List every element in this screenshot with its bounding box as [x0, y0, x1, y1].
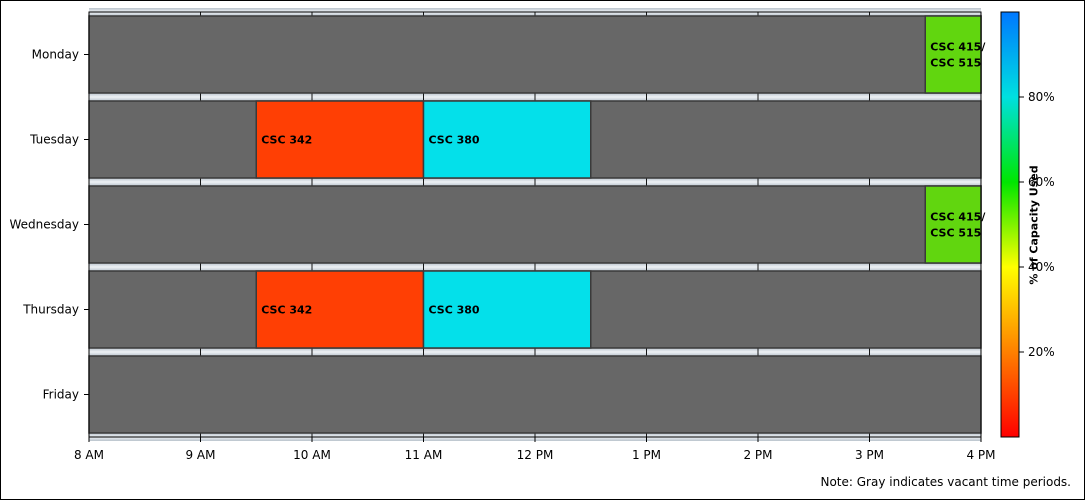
colorbar-tick-label: 20% [1028, 345, 1055, 359]
course-label: CSC 415/ [930, 211, 986, 224]
x-tick-label: 4 PM [966, 448, 995, 462]
course-bar [924, 15, 982, 94]
colorbar-title: % of Capacity Used [1027, 165, 1041, 285]
course-bar [422, 100, 592, 179]
x-tick-label: 11 AM [405, 448, 443, 462]
course-bar [422, 270, 592, 349]
x-tick-label: 2 PM [743, 448, 772, 462]
vacant-bar [88, 355, 982, 434]
x-tick-label: 8 AM [74, 448, 104, 462]
course-label: CSC 415/ [930, 41, 986, 54]
course-bar [255, 100, 425, 179]
course-label: CSC 342 [261, 134, 312, 147]
vacant-bar [88, 185, 982, 264]
course-bar [924, 185, 982, 264]
x-tick-label: 9 AM [185, 448, 215, 462]
colorbar-tick-label: 60% [1028, 175, 1055, 189]
colorbar-tick-label: 40% [1028, 260, 1055, 274]
x-tick-label: 12 PM [517, 448, 554, 462]
y-tick-label: Wednesday [10, 218, 79, 232]
colorbar [1000, 11, 1020, 438]
y-tick-label: Friday [43, 388, 79, 402]
course-bar [255, 270, 425, 349]
course-label: CSC 515 [930, 57, 981, 70]
course-label: CSC 515 [930, 227, 981, 240]
course-label: CSC 380 [429, 134, 480, 147]
y-tick-label: Tuesday [29, 133, 79, 147]
y-tick-label: Thursday [22, 303, 79, 317]
course-label: CSC 342 [261, 304, 312, 317]
vacant-bar [88, 15, 982, 94]
x-tick-label: 1 PM [632, 448, 661, 462]
footnote: Note: Gray indicates vacant time periods… [820, 475, 1071, 489]
x-tick-label: 10 AM [293, 448, 331, 462]
y-tick-label: Monday [32, 48, 79, 62]
colorbar-tick-label: 80% [1028, 90, 1055, 104]
course-label: CSC 380 [429, 304, 480, 317]
x-tick-label: 3 PM [855, 448, 884, 462]
